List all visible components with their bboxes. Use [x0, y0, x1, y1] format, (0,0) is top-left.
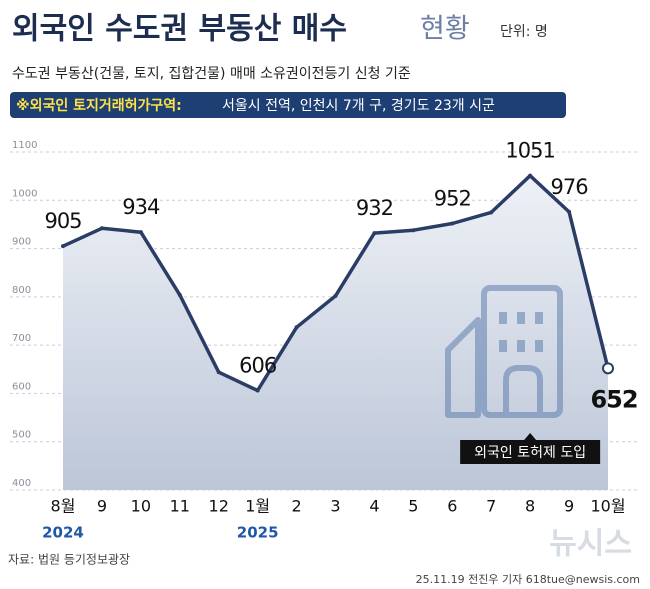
x-tick-label: 9 [97, 497, 107, 516]
y-tick-label: 800 [12, 285, 31, 296]
data-point [411, 228, 416, 233]
y-tick-label: 600 [12, 381, 31, 392]
y-tick-label: 400 [12, 478, 31, 489]
data-point [450, 221, 455, 226]
data-point [138, 230, 143, 235]
value-label: 976 [551, 175, 589, 199]
data-point [602, 362, 614, 375]
annotation-box [460, 433, 601, 464]
data-point [294, 325, 299, 330]
subtitle: 수도권 부동산(건물, 토지, 집합건물) 매매 소유권이전등기 신청 기준 [12, 66, 411, 82]
data-point [333, 293, 338, 298]
x-tick-label: 3 [330, 497, 340, 516]
x-tick-label: 9 [564, 497, 574, 516]
building-icon [445, 285, 563, 418]
data-point [99, 226, 104, 231]
x-tick-label: 4 [369, 497, 379, 516]
y-tick-label: 900 [12, 237, 31, 248]
x-tick-label: 6 [447, 497, 457, 516]
x-tick-label: 10 [131, 497, 151, 516]
note-box [10, 92, 566, 118]
chart-title-suffix: 현황 [420, 14, 470, 45]
data-point [489, 210, 494, 215]
value-label: 1051 [505, 139, 554, 163]
area [63, 175, 608, 490]
x-tick-label: 10월 [590, 497, 625, 516]
data-point [255, 388, 260, 393]
source: 자료: 법원 등기정보광장 [8, 553, 130, 567]
data-point [372, 231, 377, 236]
value-label: 606 [239, 354, 277, 378]
chart-title: 외국인 수도권 부동산 매수 [12, 12, 347, 47]
data-point [177, 292, 182, 297]
x-tick-label: 12 [209, 497, 229, 516]
logo: 뉴시스 [549, 527, 632, 562]
x-tick-label: 7 [486, 497, 496, 516]
y-tick-label: 700 [12, 333, 31, 344]
x-tick-label: 8 [525, 497, 535, 516]
y-tick-label: 1000 [12, 188, 37, 199]
data-point [528, 173, 533, 178]
note-label: ※외국인 토지거래허가구역: [16, 97, 182, 114]
value-label: 934 [122, 195, 160, 219]
value-label: 952 [434, 186, 471, 210]
data-point [567, 209, 572, 214]
annotation-text: 외국인 토허제 도입 [474, 445, 586, 461]
x-tick-label: 1월 [245, 497, 270, 516]
data-point [216, 370, 221, 375]
value-label: 905 [44, 209, 81, 233]
x-tick-label: 11 [170, 497, 190, 516]
value-label-highlight: 652 [590, 385, 637, 413]
value-label: 932 [356, 196, 393, 220]
y-tick-label: 1100 [12, 140, 37, 151]
y-tick-label: 500 [12, 430, 31, 441]
data-point [61, 244, 65, 249]
credit: 25.11.19 전진우 기자 618tue@newsis.com [416, 573, 640, 586]
x-tick-label: 2 [291, 497, 301, 516]
note-text: 서울시 전역, 인천시 7개 구, 경기도 23개 시군 [222, 98, 495, 114]
year-label: 2025 [237, 524, 279, 542]
unit-label: 단위: 명 [500, 24, 548, 40]
x-tick-label: 5 [408, 497, 418, 516]
year-label: 2024 [42, 524, 84, 542]
x-tick-label: 8월 [51, 497, 76, 516]
